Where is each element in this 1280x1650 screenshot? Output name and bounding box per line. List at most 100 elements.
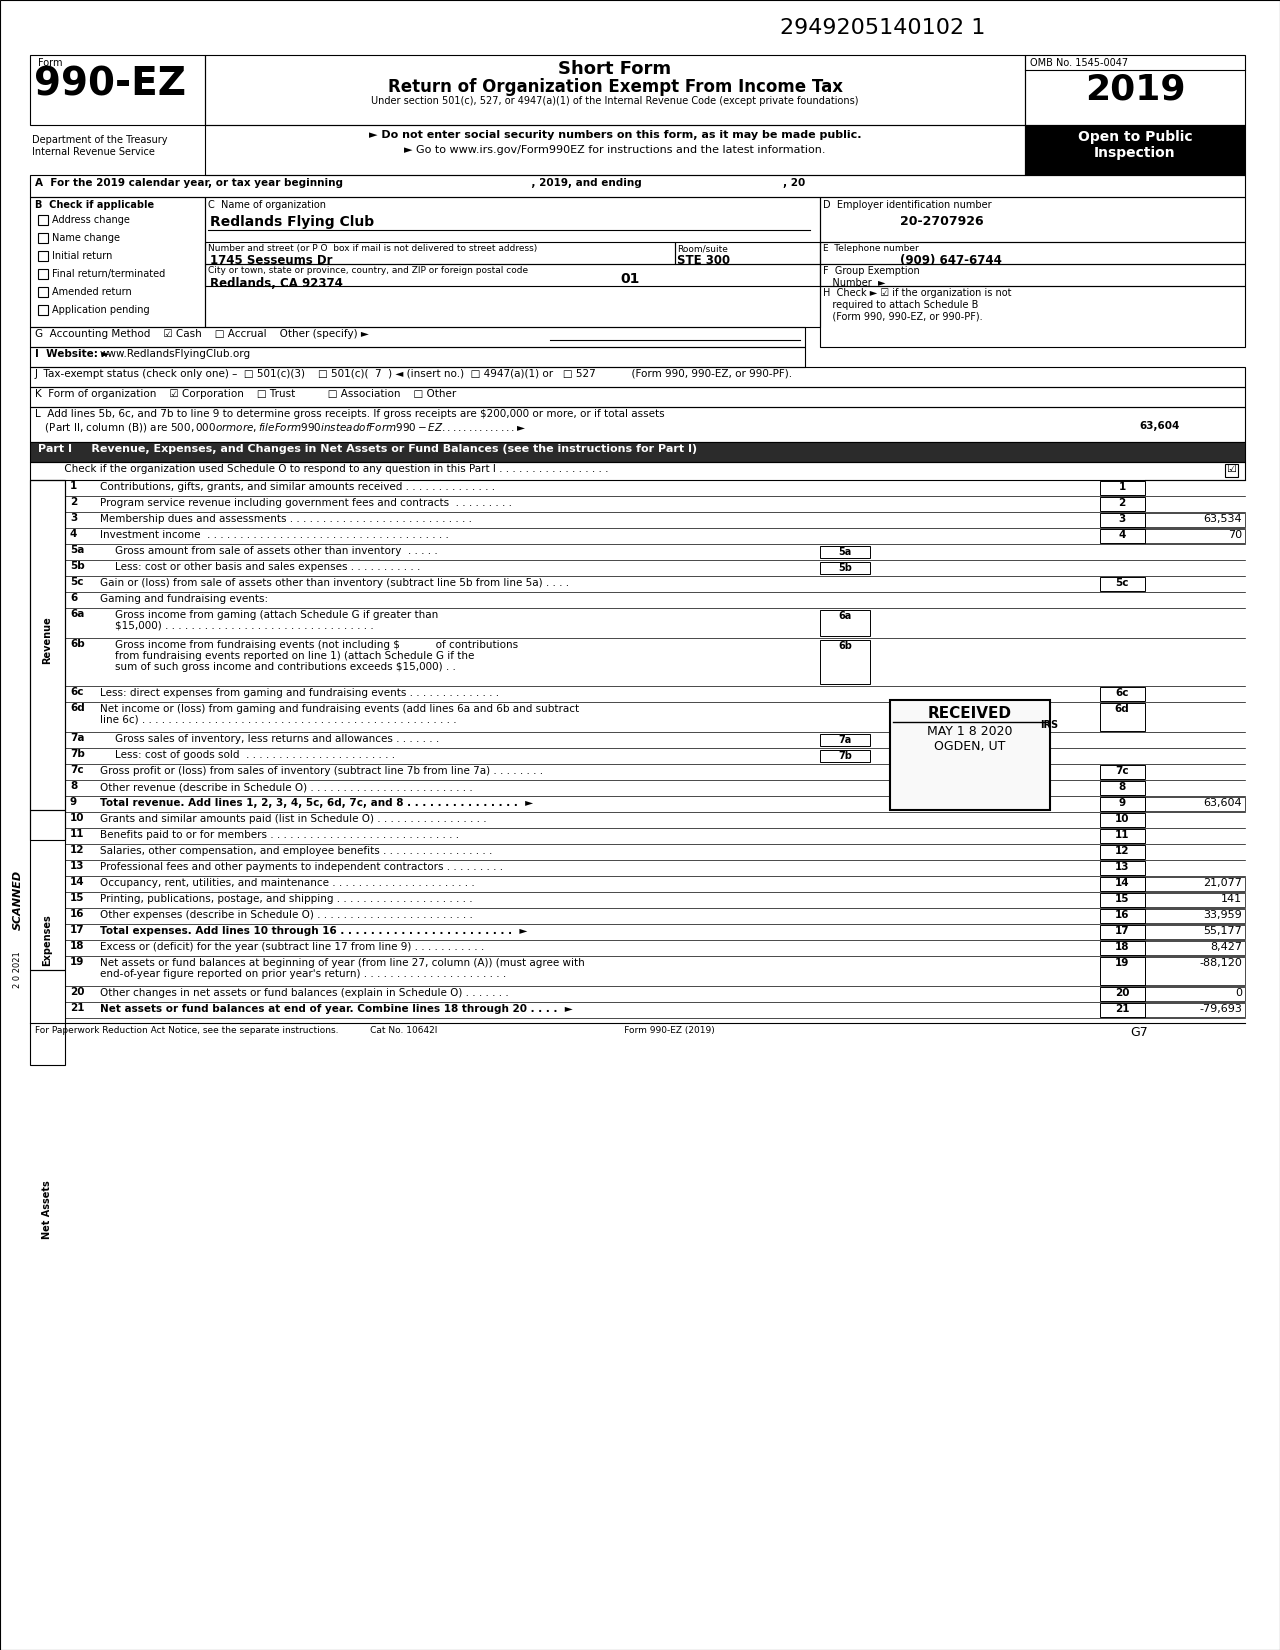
Text: 8: 8 [1119,782,1125,792]
Bar [1146,940,1245,955]
Bar [1100,828,1146,843]
Text: Open to Public
Inspection: Open to Public Inspection [1078,130,1192,160]
Bar [1225,464,1238,477]
Bar [29,366,1245,388]
Bar [1146,987,1245,1002]
Bar [29,442,1245,462]
Text: 5a: 5a [838,548,851,558]
Text: 1745 Sesseums Dr: 1745 Sesseums Dr [210,254,333,267]
Text: Final return/terminated: Final return/terminated [52,269,165,279]
Text: Gross sales of inventory, less returns and allowances . . . . . . .: Gross sales of inventory, less returns a… [115,734,439,744]
Bar [1100,513,1146,526]
Text: Room/suite: Room/suite [677,244,728,252]
Text: I  Website: ►: I Website: ► [35,350,110,360]
Bar [820,610,870,635]
Text: 33,959: 33,959 [1203,911,1242,921]
Text: 14: 14 [1115,878,1129,888]
Bar [1100,957,1146,985]
Text: 5a: 5a [70,544,84,554]
Text: 7a: 7a [838,734,851,746]
Bar [1100,482,1146,495]
Text: G  Accounting Method    ☑ Cash    □ Accrual    Other (specify) ►: G Accounting Method ☑ Cash □ Accrual Oth… [35,328,369,338]
Text: Gross amount from sale of assets other than inventory  . . . . .: Gross amount from sale of assets other t… [115,546,438,556]
Text: Expenses: Expenses [42,914,52,965]
Text: K  Form of organization    ☑ Corporation    □ Trust          □ Association    □ : K Form of organization ☑ Corporation □ T… [35,389,456,399]
Text: ► Do not enter social security numbers on this form, as it may be made public.: ► Do not enter social security numbers o… [369,130,861,140]
Text: end-of-year figure reported on prior year's return) . . . . . . . . . . . . . . : end-of-year figure reported on prior yea… [100,969,507,978]
Bar [820,640,870,685]
Bar [1146,909,1245,922]
Text: MAY 1 8 2020: MAY 1 8 2020 [927,724,1012,738]
Bar [38,233,49,243]
Text: 11: 11 [70,828,84,838]
Bar [820,751,870,762]
Bar [1100,797,1146,812]
Text: 2: 2 [70,497,77,507]
Text: 4: 4 [1119,530,1125,540]
Text: Grants and similar amounts paid (list in Schedule O) . . . . . . . . . . . . . .: Grants and similar amounts paid (list in… [100,813,486,823]
Bar [1100,893,1146,908]
Text: (909) 647-6744: (909) 647-6744 [900,254,1002,267]
Bar [1146,957,1245,985]
Text: J  Tax-exempt status (check only one) –  □ 501(c)(3)    □ 501(c)(  7  ) ◄ (inser: J Tax-exempt status (check only one) – □… [35,370,794,380]
Text: 6c: 6c [1115,688,1129,698]
Text: H  Check ► ☑ if the organization is not
   required to attach Schedule B
   (For: H Check ► ☑ if the organization is not r… [823,289,1011,322]
Text: Application pending: Application pending [52,305,150,315]
Text: Department of the Treasury
Internal Revenue Service: Department of the Treasury Internal Reve… [32,135,168,157]
Bar [1146,878,1245,891]
Bar [1100,878,1146,891]
Text: Other revenue (describe in Schedule O) . . . . . . . . . . . . . . . . . . . . .: Other revenue (describe in Schedule O) .… [100,782,472,792]
Text: 7c: 7c [1115,766,1129,775]
Bar [29,327,805,346]
Text: 17: 17 [1115,926,1129,936]
Bar [1146,926,1245,939]
Text: 9: 9 [70,797,77,807]
Text: 3: 3 [1119,515,1125,525]
Text: 6: 6 [70,592,77,602]
Text: 13: 13 [1115,861,1129,871]
Text: OMB No. 1545-0047: OMB No. 1545-0047 [1030,58,1128,68]
Text: 20: 20 [70,987,84,997]
Bar [1100,530,1146,543]
Bar [205,264,820,285]
Text: 15: 15 [70,893,84,903]
Bar [29,175,1245,196]
Bar [29,480,65,810]
Bar [890,700,1050,810]
Text: Printing, publications, postage, and shipping . . . . . . . . . . . . . . . . . : Printing, publications, postage, and shi… [100,894,472,904]
Text: Benefits paid to or for members . . . . . . . . . . . . . . . . . . . . . . . . : Benefits paid to or for members . . . . … [100,830,460,840]
Text: 5b: 5b [70,561,84,571]
Text: 5c: 5c [1115,578,1129,587]
Text: 18: 18 [1115,942,1129,952]
Text: 6a: 6a [70,609,84,619]
Text: D  Employer identification number: D Employer identification number [823,200,992,210]
Bar [1100,686,1146,701]
Text: Return of Organization Exempt From Income Tax: Return of Organization Exempt From Incom… [388,78,842,96]
Text: 10: 10 [70,813,84,823]
Text: 14: 14 [70,878,84,888]
Text: Check if the organization used Schedule O to respond to any question in this Par: Check if the organization used Schedule … [35,464,608,474]
Bar [1146,530,1245,543]
Bar [820,546,870,558]
Text: Name change: Name change [52,233,120,243]
Text: 63,604: 63,604 [1203,799,1242,808]
Text: Investment income  . . . . . . . . . . . . . . . . . . . . . . . . . . . . . . .: Investment income . . . . . . . . . . . … [100,530,449,540]
Bar [1100,909,1146,922]
Text: 1: 1 [1119,482,1125,492]
Bar [29,480,65,840]
Bar [820,196,1245,243]
Text: Membership dues and assessments . . . . . . . . . . . . . . . . . . . . . . . . : Membership dues and assessments . . . . … [100,515,472,525]
Bar [38,214,49,224]
Text: Less: direct expenses from gaming and fundraising events . . . . . . . . . . . .: Less: direct expenses from gaming and fu… [100,688,499,698]
Text: B  Check if applicable: B Check if applicable [35,200,154,210]
Text: -79,693: -79,693 [1199,1003,1242,1015]
Bar [1146,1003,1245,1016]
Text: IRS: IRS [1039,719,1059,729]
Bar [1100,987,1146,1002]
Bar [205,243,675,264]
Text: Excess or (deficit) for the year (subtract line 17 from line 9) . . . . . . . . : Excess or (deficit) for the year (subtra… [100,942,484,952]
Text: E  Telephone number: E Telephone number [823,244,919,252]
Text: Less: cost or other basis and sales expenses . . . . . . . . . . .: Less: cost or other basis and sales expe… [115,563,420,573]
Text: 15: 15 [1115,894,1129,904]
Bar [205,196,820,327]
